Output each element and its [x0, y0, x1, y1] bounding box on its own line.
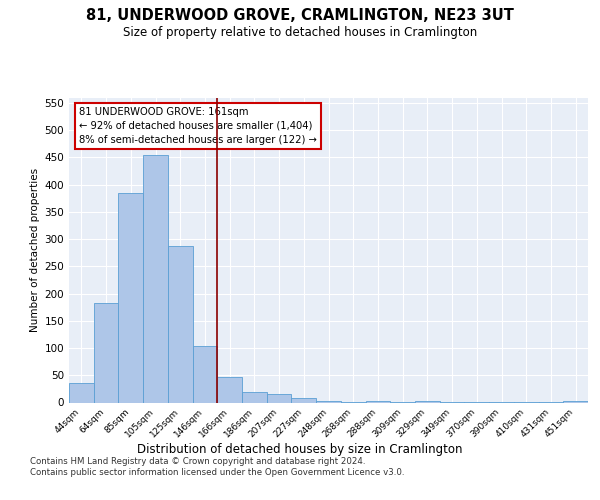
Text: Distribution of detached houses by size in Cramlington: Distribution of detached houses by size …	[137, 442, 463, 456]
Bar	[267, 394, 292, 402]
Bar	[316, 401, 341, 402]
Bar	[217, 377, 242, 402]
Bar	[168, 246, 193, 402]
Bar	[94, 303, 118, 402]
Text: 81 UNDERWOOD GROVE: 161sqm
← 92% of detached houses are smaller (1,404)
8% of se: 81 UNDERWOOD GROVE: 161sqm ← 92% of deta…	[79, 106, 317, 144]
Bar	[143, 154, 168, 402]
Y-axis label: Number of detached properties: Number of detached properties	[30, 168, 40, 332]
Bar	[292, 398, 316, 402]
Text: 81, UNDERWOOD GROVE, CRAMLINGTON, NE23 3UT: 81, UNDERWOOD GROVE, CRAMLINGTON, NE23 3…	[86, 8, 514, 22]
Text: Contains HM Land Registry data © Crown copyright and database right 2024.
Contai: Contains HM Land Registry data © Crown c…	[30, 458, 404, 477]
Bar	[69, 384, 94, 402]
Bar	[242, 392, 267, 402]
Bar	[415, 401, 440, 402]
Bar	[563, 401, 588, 402]
Text: Size of property relative to detached houses in Cramlington: Size of property relative to detached ho…	[123, 26, 477, 39]
Bar	[365, 401, 390, 402]
Bar	[193, 346, 217, 403]
Bar	[118, 193, 143, 402]
